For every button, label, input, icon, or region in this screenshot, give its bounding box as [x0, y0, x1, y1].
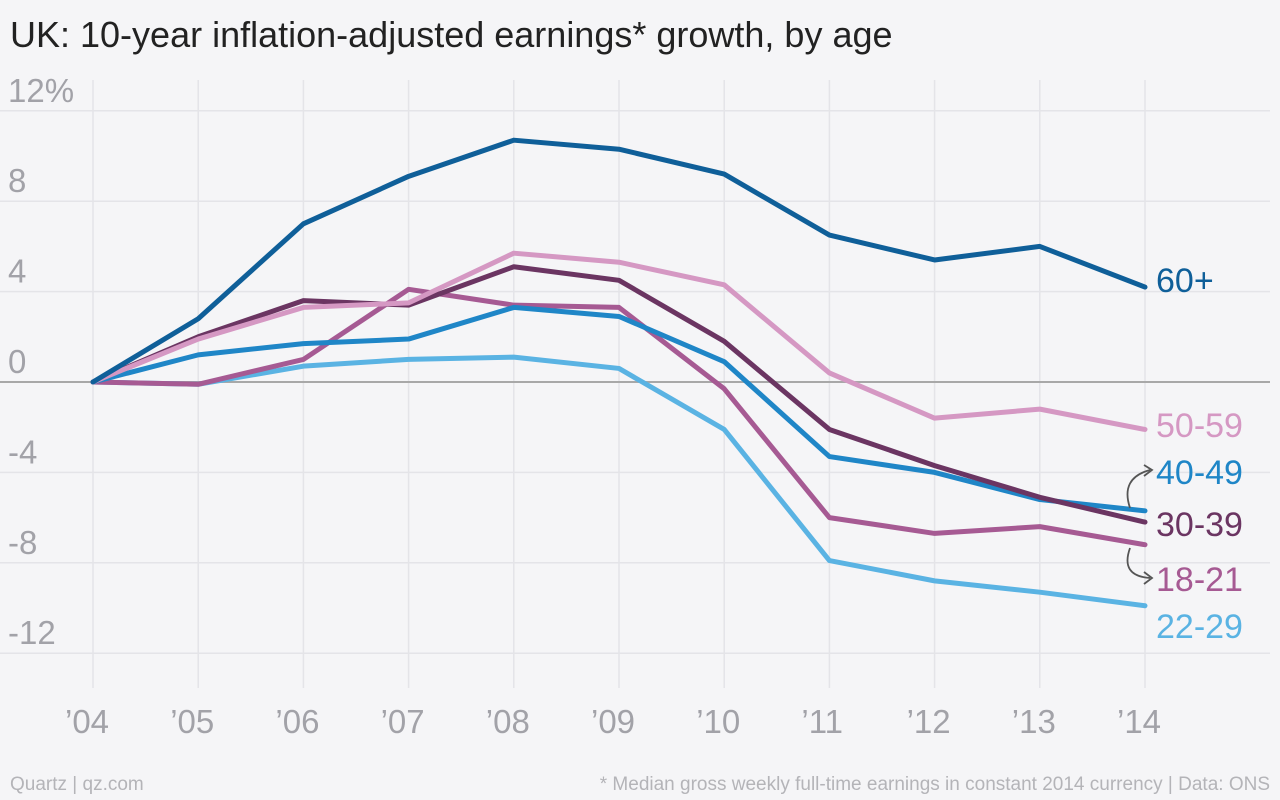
arrow-40-49 [1126, 469, 1151, 509]
series-line-22-29 [90, 354, 1148, 609]
x-tick-label: ’10 [696, 703, 740, 740]
y-tick-label: 0 [8, 343, 26, 380]
series-line-50-59 [90, 250, 1148, 432]
chart-title: UK: 10-year inflation-adjusted earnings*… [10, 14, 893, 55]
x-tick-label: ’13 [1012, 703, 1056, 740]
series-layer [90, 137, 1148, 609]
x-tick-label: ’05 [170, 703, 214, 740]
series-line-40-49 [90, 304, 1148, 514]
x-tick-label: ’14 [1117, 703, 1161, 740]
series-label-layer: 60+ 50-59 40-49 30-39 18-21 22-29 [1156, 262, 1243, 646]
footer-note: * Median gross weekly full-time earnings… [599, 774, 1270, 795]
x-tick-label: ’12 [907, 703, 951, 740]
series-label-50-59: 50-59 [1156, 407, 1243, 445]
y-tick-label: 8 [8, 162, 26, 199]
arrow-head-18-21 [1143, 571, 1154, 585]
y-tick-label: -12 [8, 614, 56, 651]
series-label-60plus: 60+ [1156, 262, 1214, 300]
footer-source: Quartz | qz.com [10, 774, 144, 795]
series-label-18-21: 18-21 [1156, 561, 1243, 599]
arrow-head-40-49 [1143, 464, 1154, 477]
axis-layer: 12% 8 4 0 -4 -8 -12 ’04 ’05 ’06 ’07 ’08 ’09 ’10 ’11 ’12… [8, 72, 1161, 740]
x-tick-label: ’09 [591, 703, 635, 740]
series-line-60plus [90, 137, 1148, 385]
x-tick-label: ’06 [275, 703, 319, 740]
y-tick-label: -8 [8, 524, 37, 561]
annotation-arrows [1126, 464, 1154, 585]
arrow-18-21 [1126, 547, 1151, 579]
x-tick-label: ’07 [381, 703, 425, 740]
series-label-22-29: 22-29 [1156, 608, 1243, 646]
x-tick-label: ’08 [486, 703, 530, 740]
y-tick-label: 4 [8, 253, 26, 290]
series-label-30-39: 30-39 [1156, 506, 1243, 544]
x-tick-label: ’11 [801, 703, 843, 740]
y-tick-label: -4 [8, 433, 37, 470]
x-tick-label: ’04 [65, 703, 109, 740]
y-tick-label: 12% [8, 72, 74, 109]
series-line-30-39 [90, 264, 1148, 525]
series-label-40-49: 40-49 [1156, 454, 1243, 492]
series-line-18-21 [90, 286, 1148, 548]
